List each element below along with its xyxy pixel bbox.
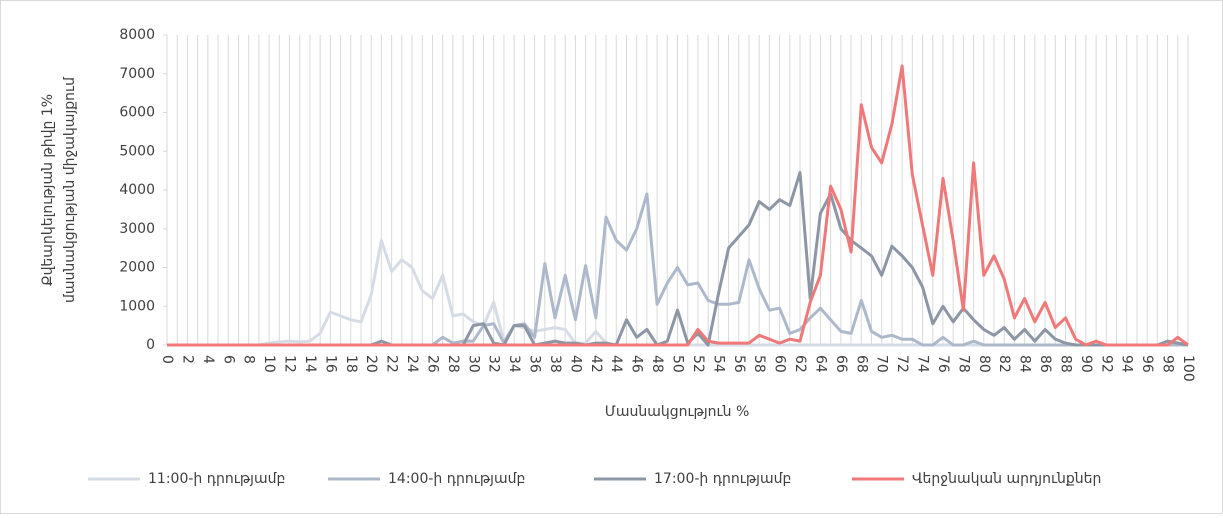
x-tick-label: 56 xyxy=(731,355,747,373)
x-tick-label: 42 xyxy=(588,355,604,373)
x-tick-label: 40 xyxy=(567,355,583,373)
legend-label: 17:00-ի դրությամբ xyxy=(654,471,791,487)
x-tick-label: 34 xyxy=(506,355,522,373)
y-axis-label: Քվեարկելության թիվը 1% xyxy=(40,94,56,286)
x-tick-label: 60 xyxy=(772,355,788,373)
y-tick-label: 0 xyxy=(146,337,155,353)
x-tick-label: 20 xyxy=(363,355,379,373)
y-tick-label: 3000 xyxy=(119,221,155,237)
x-tick-label: 86 xyxy=(1037,355,1053,373)
x-tick-label: 18 xyxy=(343,355,359,373)
x-tick-label: 70 xyxy=(874,355,890,373)
x-tick-label: 2 xyxy=(179,355,195,364)
x-tick-label: 12 xyxy=(282,355,298,373)
x-tick-label: 46 xyxy=(629,355,645,373)
series-line xyxy=(167,64,1189,347)
x-tick-label: 28 xyxy=(445,355,461,373)
x-tick-label: 22 xyxy=(384,355,400,373)
x-tick-label: 0 xyxy=(159,355,175,364)
x-tick-label: 64 xyxy=(812,355,828,373)
x-tick-label: 52 xyxy=(690,355,706,373)
x-tick-label: 8 xyxy=(241,355,257,364)
legend-label: 14:00-ի դրությամբ xyxy=(388,471,525,487)
x-tick-label: 38 xyxy=(547,355,563,373)
x-tick-label: 90 xyxy=(1078,355,1094,373)
x-tick-label: 92 xyxy=(1098,355,1114,373)
x-tick-label: 44 xyxy=(608,355,624,373)
legend-label: 11:00-ի դրությամբ xyxy=(148,471,285,487)
x-tick-label: 50 xyxy=(670,355,686,373)
x-tick-label: 94 xyxy=(1119,355,1135,373)
x-tick-label: 54 xyxy=(710,355,726,373)
x-tick-label: 98 xyxy=(1160,355,1176,373)
x-tick-label: 96 xyxy=(1139,355,1155,373)
y-tick-label: 8000 xyxy=(119,27,155,43)
x-tick-label: 58 xyxy=(751,355,767,373)
x-tick-label: 88 xyxy=(1057,355,1073,373)
x-tick-label: 72 xyxy=(894,355,910,373)
y-tick-label: 2000 xyxy=(119,260,155,276)
x-tick-label: 76 xyxy=(935,355,951,373)
y-tick-label: 7000 xyxy=(119,66,155,82)
x-tick-label: 36 xyxy=(527,355,543,373)
y-tick-label: 1000 xyxy=(119,298,155,314)
x-tick-label: 26 xyxy=(424,355,440,373)
y-tick-label: 6000 xyxy=(119,105,155,121)
x-tick-label: 62 xyxy=(792,355,808,373)
y-axis-label: մասնակցության միջակայքում xyxy=(62,76,78,303)
x-tick-label: 48 xyxy=(649,355,665,373)
x-tick-label: 78 xyxy=(955,355,971,373)
x-tick-label: 82 xyxy=(996,355,1012,373)
x-tick-label: 24 xyxy=(404,355,420,373)
x-tick-label: 32 xyxy=(486,355,502,373)
x-tick-label: 68 xyxy=(853,355,869,373)
x-tick-label: 30 xyxy=(465,355,481,373)
x-tick-label: 10 xyxy=(261,355,277,373)
x-axis-label: Մասնակցություն % xyxy=(605,404,750,420)
x-tick-label: 6 xyxy=(220,355,236,364)
x-tick-label: 4 xyxy=(200,355,216,364)
x-tick-label: 100 xyxy=(1180,355,1196,382)
y-tick-label: 4000 xyxy=(119,182,155,198)
x-tick-label: 84 xyxy=(1017,355,1033,373)
x-tick-label: 66 xyxy=(833,355,849,373)
legend-label: Վերջնական արդյունքներ xyxy=(912,471,1101,487)
y-tick-label: 5000 xyxy=(119,143,155,159)
x-tick-label: 74 xyxy=(915,355,931,373)
x-tick-label: 14 xyxy=(302,355,318,373)
x-tick-label: 80 xyxy=(976,355,992,373)
x-tick-label: 16 xyxy=(322,355,338,373)
